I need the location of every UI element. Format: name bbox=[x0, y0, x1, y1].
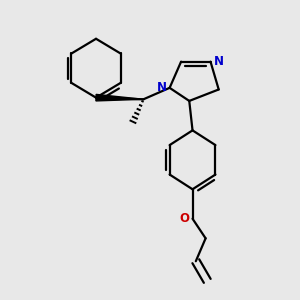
Text: N: N bbox=[157, 81, 166, 94]
Text: O: O bbox=[179, 212, 189, 225]
Polygon shape bbox=[96, 94, 143, 101]
Text: N: N bbox=[214, 55, 224, 68]
